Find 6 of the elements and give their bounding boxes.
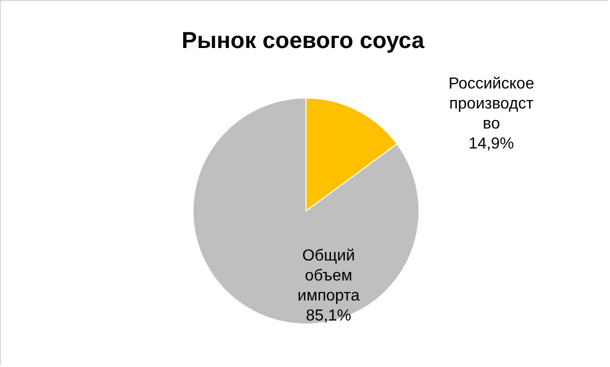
slice-label: Общий объем импорта bbox=[298, 248, 360, 305]
pie-slice bbox=[192, 98, 420, 324]
slice-label: Российское производство bbox=[448, 75, 534, 132]
chart-title: Рынок соевого соуса bbox=[182, 27, 425, 53]
data-label: 85,1% bbox=[306, 308, 352, 325]
data-label: 14,9% bbox=[468, 135, 514, 152]
